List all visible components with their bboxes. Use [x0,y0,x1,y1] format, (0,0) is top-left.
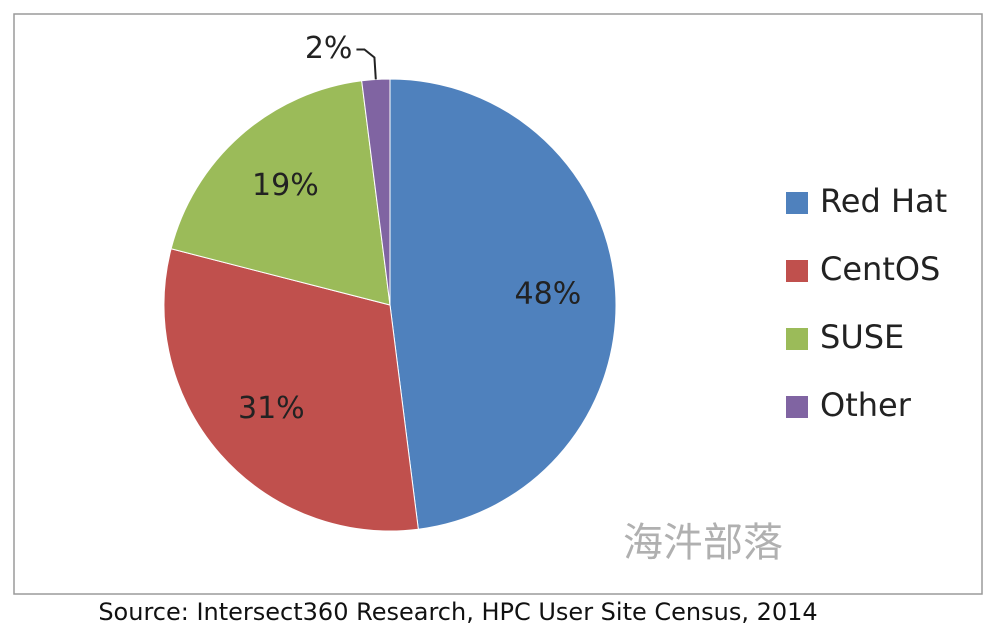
legend-swatch [786,260,808,282]
watermark: 海汼部落 [623,520,783,566]
leader-line [356,48,377,80]
data-label: 19% [252,168,319,203]
source-note: Source: Intersect360 Research, HPC User … [98,598,817,626]
legend-swatch [786,192,808,214]
legend-label: CentOS [820,250,940,288]
legend-swatch [786,328,808,350]
legend-swatch [786,396,808,418]
pie-slice [361,78,391,306]
pie-slice [170,80,391,306]
pie-slice [389,78,617,530]
legend-label: Other [820,386,912,424]
pie-slice [163,248,419,532]
data-label: 2% [305,31,353,66]
data-label: 31% [238,391,305,426]
data-label: 48% [515,277,582,312]
legend-label: SUSE [820,318,904,356]
legend-label: Red Hat [820,182,947,220]
